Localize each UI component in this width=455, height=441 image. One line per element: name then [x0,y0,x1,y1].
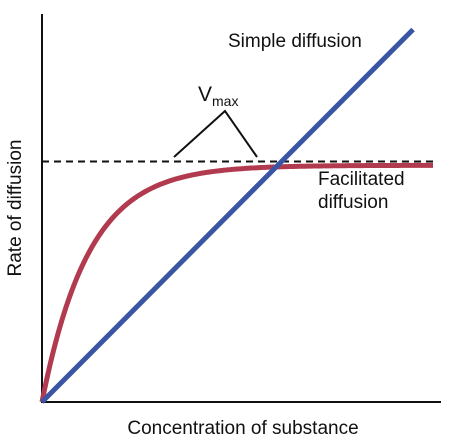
simple-diffusion-label: Simple diffusion [228,31,362,52]
vmax-label-sub: max [212,93,238,109]
facilitated-diffusion-label-line1: Facilitated [318,169,405,190]
facilitated-diffusion-label-line2: diffusion [318,192,388,213]
facilitated-diffusion-curve [39,162,434,403]
vmax-pointer [173,109,258,158]
y-axis-label: Rate of diffusion [5,140,26,277]
vmax-label-main: V [198,83,212,106]
vmax-label: Vmax [198,83,238,109]
x-axis-label: Concentration of substance [127,418,358,439]
simple-diffusion-line [40,27,415,404]
